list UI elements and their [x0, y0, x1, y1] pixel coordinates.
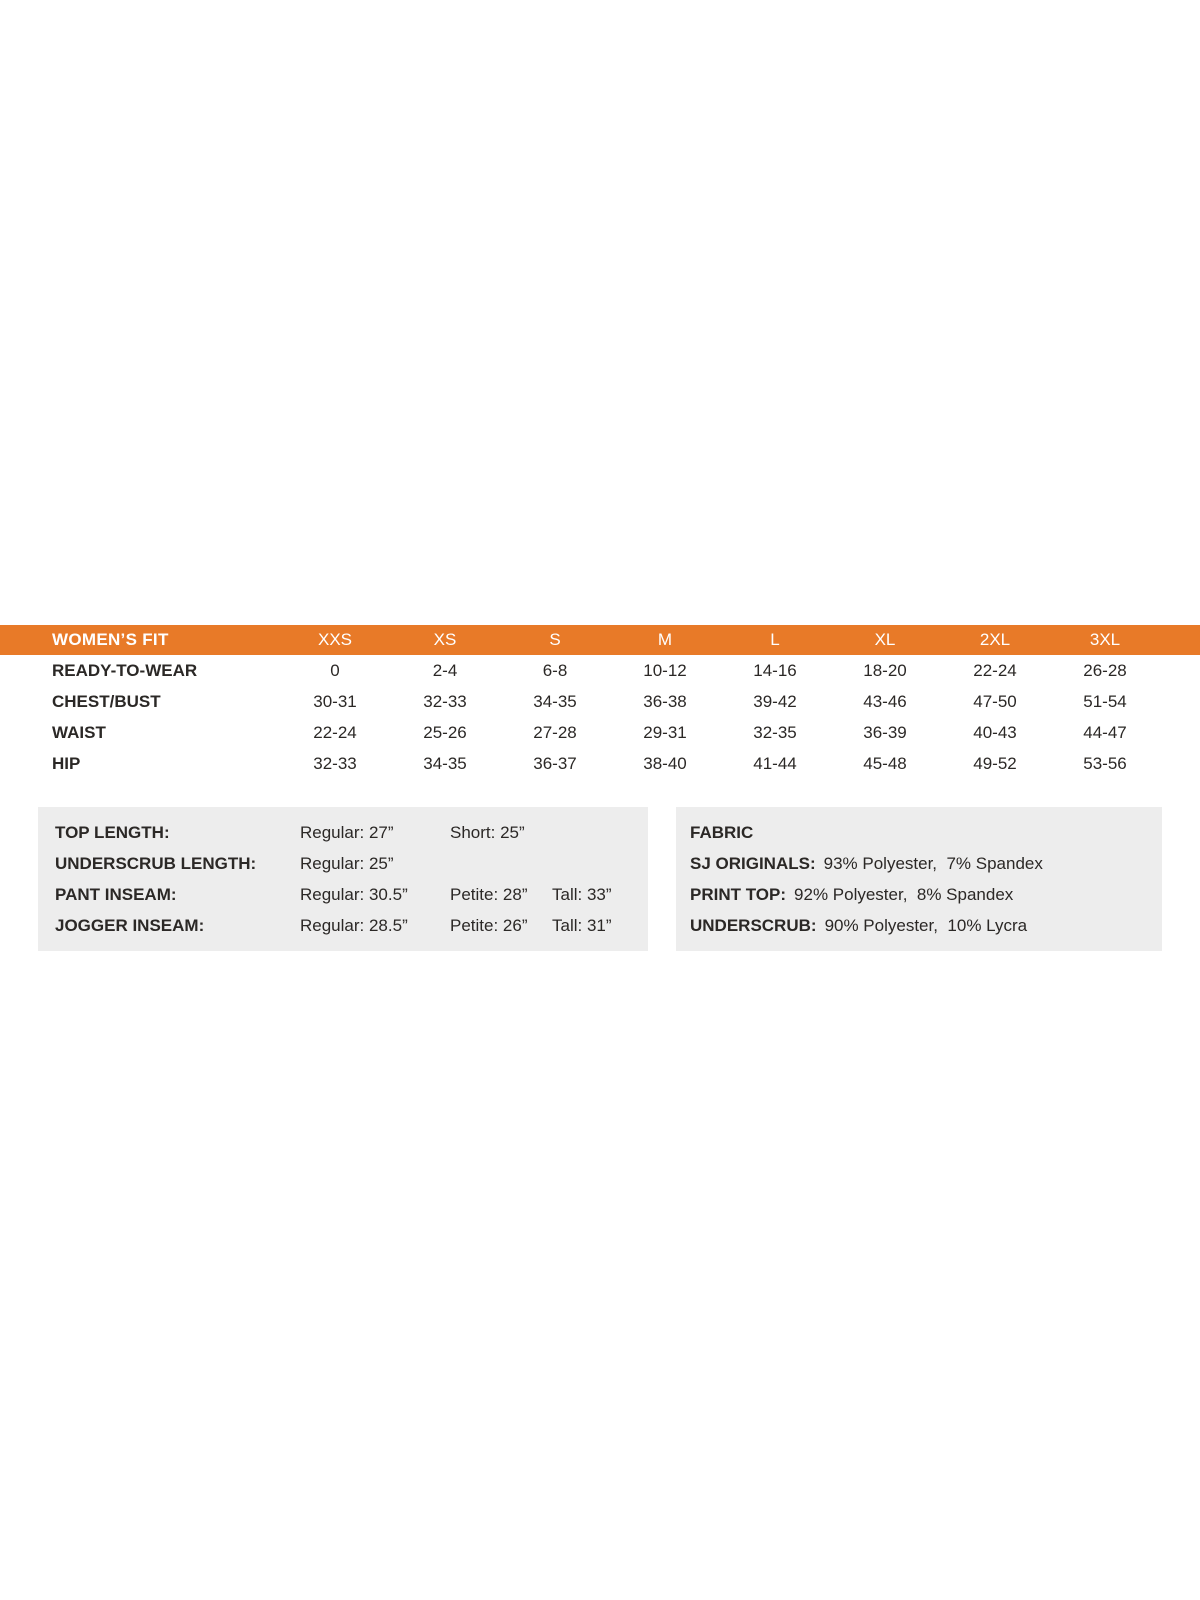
- detail-label: UNDERSCRUB LENGTH:: [55, 853, 257, 873]
- size-cell: 53-56: [1083, 753, 1127, 773]
- fabric-row-underscrub: UNDERSCRUB: 90% Polyester, 10% Lycra: [690, 910, 1162, 941]
- size-cell: 26-28: [1083, 660, 1127, 680]
- detail-row-underscrub-length: UNDERSCRUB LENGTH: Regular: 25”: [55, 848, 648, 879]
- size-cell: 47-50: [973, 691, 1017, 711]
- fabric-info-box: FABRIC SJ ORIGINALS: 93% Polyester, 7% S…: [676, 807, 1162, 951]
- detail-values: Regular: 25”: [300, 854, 450, 874]
- size-cell: 27-28: [533, 722, 577, 742]
- row-label: HIP: [52, 753, 81, 773]
- detail-row-pant-inseam: PANT INSEAM: Regular: 30.5” Petite: 28” …: [55, 879, 648, 910]
- detail-label: PANT INSEAM:: [55, 884, 177, 904]
- fabric-title: FABRIC: [690, 822, 754, 842]
- size-row-hip: HIP 32-33 34-35 36-37 38-40 41-44 45-48 …: [0, 748, 1200, 779]
- size-row-ready-to-wear: READY-TO-WEAR 0 2-4 6-8 10-12 14-16 18-2…: [0, 655, 1200, 686]
- size-cell: 2-4: [432, 660, 458, 680]
- fabric-title-row: FABRIC: [690, 817, 1162, 848]
- fabric-label: PRINT TOP:: [690, 884, 787, 904]
- size-chart-header-bar: WOMEN’S FIT XXS XS S M L XL 2XL 3XL: [0, 625, 1200, 655]
- detail-label: TOP LENGTH:: [55, 822, 170, 842]
- length-info-box: TOP LENGTH: Regular: 27” Short: 25” UNDE…: [38, 807, 648, 951]
- size-cell: 32-33: [423, 691, 467, 711]
- size-row-waist: WAIST 22-24 25-26 27-28 29-31 32-35 36-3…: [0, 717, 1200, 748]
- detail-values: Regular: 28.5” Petite: 26” Tall: 31”: [300, 916, 612, 936]
- size-cell: 22-24: [313, 722, 357, 742]
- size-cell: 44-47: [1083, 722, 1127, 742]
- womens-fit-size-chart: WOMEN’S FIT XXS XS S M L XL 2XL 3XL READ…: [0, 625, 1200, 951]
- size-cell: 30-31: [313, 691, 357, 711]
- size-cell: 45-48: [863, 753, 907, 773]
- size-cell: 25-26: [423, 722, 467, 742]
- size-column-header-2xl: 2XL: [979, 630, 1011, 649]
- size-cell: 6-8: [542, 660, 568, 680]
- size-cell: 34-35: [533, 691, 577, 711]
- size-cell: 49-52: [973, 753, 1017, 773]
- detail-value: Short: 25”: [450, 822, 525, 842]
- size-cell: 32-33: [313, 753, 357, 773]
- detail-row-jogger-inseam: JOGGER INSEAM: Regular: 28.5” Petite: 26…: [55, 910, 648, 941]
- fabric-value: 90% Polyester, 10% Lycra: [824, 915, 1028, 935]
- detail-label: JOGGER INSEAM:: [55, 915, 205, 935]
- detail-row-top-length: TOP LENGTH: Regular: 27” Short: 25”: [55, 817, 648, 848]
- row-label: WAIST: [52, 722, 106, 742]
- chart-title: WOMEN’S FIT: [52, 630, 169, 649]
- detail-value: Regular: 30.5”: [300, 884, 408, 904]
- fabric-label: UNDERSCRUB:: [690, 915, 817, 935]
- size-column-header-l: L: [770, 630, 780, 649]
- info-boxes-row: TOP LENGTH: Regular: 27” Short: 25” UNDE…: [0, 807, 1200, 951]
- size-cell: 32-35: [753, 722, 797, 742]
- fabric-value: 92% Polyester, 8% Spandex: [794, 884, 1014, 904]
- fabric-row-print-top: PRINT TOP: 92% Polyester, 8% Spandex: [690, 879, 1162, 910]
- size-cell: 36-39: [863, 722, 907, 742]
- size-cell: 41-44: [753, 753, 797, 773]
- size-row-chest-bust: CHEST/BUST 30-31 32-33 34-35 36-38 39-42…: [0, 686, 1200, 717]
- detail-values: Regular: 27” Short: 25”: [300, 823, 525, 843]
- size-column-header-xs: XS: [433, 630, 457, 649]
- row-label: READY-TO-WEAR: [52, 660, 198, 680]
- fabric-row-sj-originals: SJ ORIGINALS: 93% Polyester, 7% Spandex: [690, 848, 1162, 879]
- size-column-header-m: M: [657, 630, 673, 649]
- size-cell: 14-16: [753, 660, 797, 680]
- size-cell: 38-40: [643, 753, 687, 773]
- size-cell: 34-35: [423, 753, 467, 773]
- detail-value: Tall: 31”: [552, 915, 612, 935]
- size-cell: 39-42: [753, 691, 797, 711]
- size-column-header-3xl: 3XL: [1089, 630, 1121, 649]
- size-cell: 0: [330, 660, 340, 680]
- size-column-header-s: S: [549, 630, 561, 649]
- size-cell: 43-46: [863, 691, 907, 711]
- size-cell: 36-38: [643, 691, 687, 711]
- detail-value: Regular: 28.5”: [300, 915, 408, 935]
- detail-value: Petite: 28”: [450, 884, 528, 904]
- row-label: CHEST/BUST: [52, 691, 161, 711]
- size-cell: 36-37: [533, 753, 577, 773]
- fabric-label: SJ ORIGINALS:: [690, 853, 816, 873]
- size-column-header-xl: XL: [874, 630, 896, 649]
- detail-value: Tall: 33”: [552, 884, 612, 904]
- fabric-value: 93% Polyester, 7% Spandex: [823, 853, 1043, 873]
- detail-values: Regular: 30.5” Petite: 28” Tall: 33”: [300, 885, 612, 905]
- detail-value: Regular: 25”: [300, 853, 394, 873]
- size-cell: 51-54: [1083, 691, 1127, 711]
- size-cell: 22-24: [973, 660, 1017, 680]
- size-cell: 18-20: [863, 660, 907, 680]
- detail-value: Regular: 27”: [300, 822, 394, 842]
- size-column-header-xxs: XXS: [317, 630, 353, 649]
- detail-value: Petite: 26”: [450, 915, 528, 935]
- size-cell: 10-12: [643, 660, 687, 680]
- size-cell: 40-43: [973, 722, 1017, 742]
- size-cell: 29-31: [643, 722, 687, 742]
